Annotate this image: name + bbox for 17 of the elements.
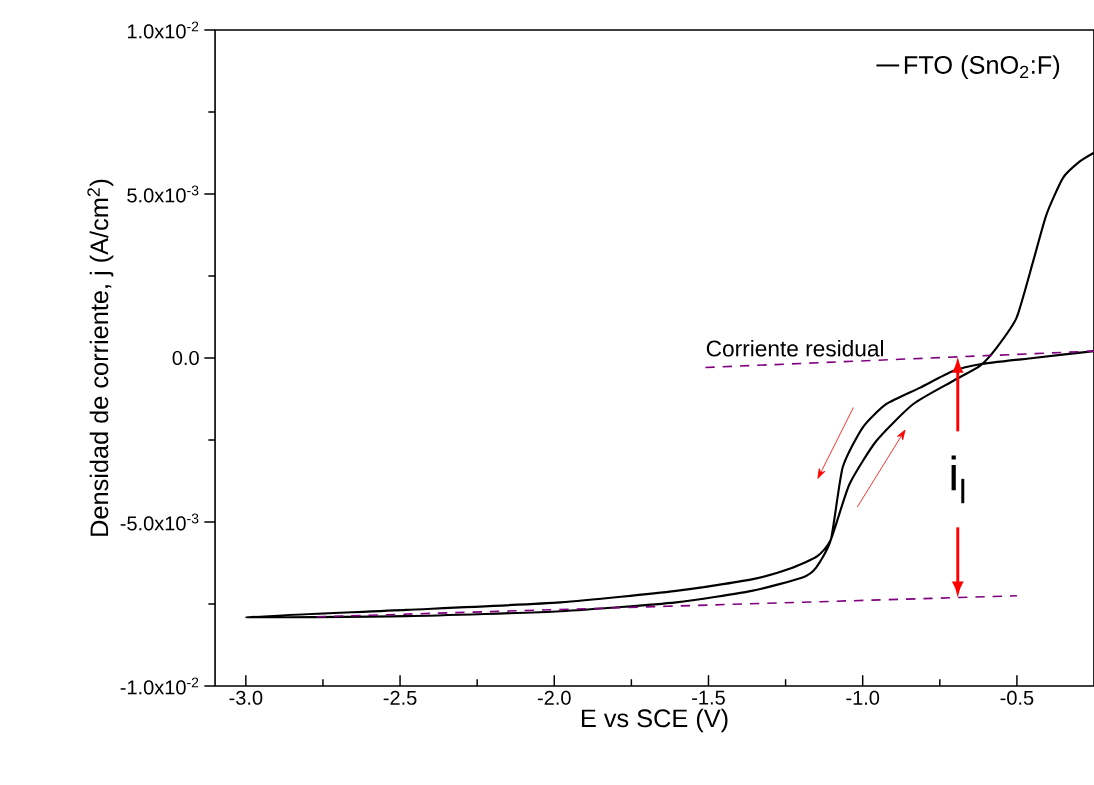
- x-tick-label: -2.0: [537, 690, 571, 705]
- x-tick-label: -0.5: [1000, 690, 1034, 705]
- y-tick-label: 0.0: [172, 350, 199, 366]
- y-tick-label: 5.0x10$^{-3}$: [127, 185, 199, 203]
- annotation: Corriente residual: [706, 339, 883, 357]
- x-tick-label: -3.0: [229, 690, 263, 705]
- line-series: [244, 151, 1094, 619]
- x-axis-title: E vs SCE (V): [581, 708, 728, 733]
- y-tick-label: -5.0x10$^{-3}$: [120, 513, 199, 531]
- x-tick-label: -1.0: [846, 690, 880, 705]
- y-axis-title: Densidad de corriente, j (A/cm$^{2}$): [87, 179, 114, 536]
- x-tick-label: -2.5: [383, 690, 417, 705]
- x-tick-label: -1.5: [692, 690, 725, 705]
- legend-label: FTO (SnO$_{2}$:F): [904, 55, 1060, 79]
- annotation: i$_{l}$: [951, 455, 965, 504]
- y-tick-label: 1.0x10$^{-2}$: [127, 21, 199, 39]
- y-tick-label: -1.0x10$^{-2}$: [120, 677, 199, 695]
